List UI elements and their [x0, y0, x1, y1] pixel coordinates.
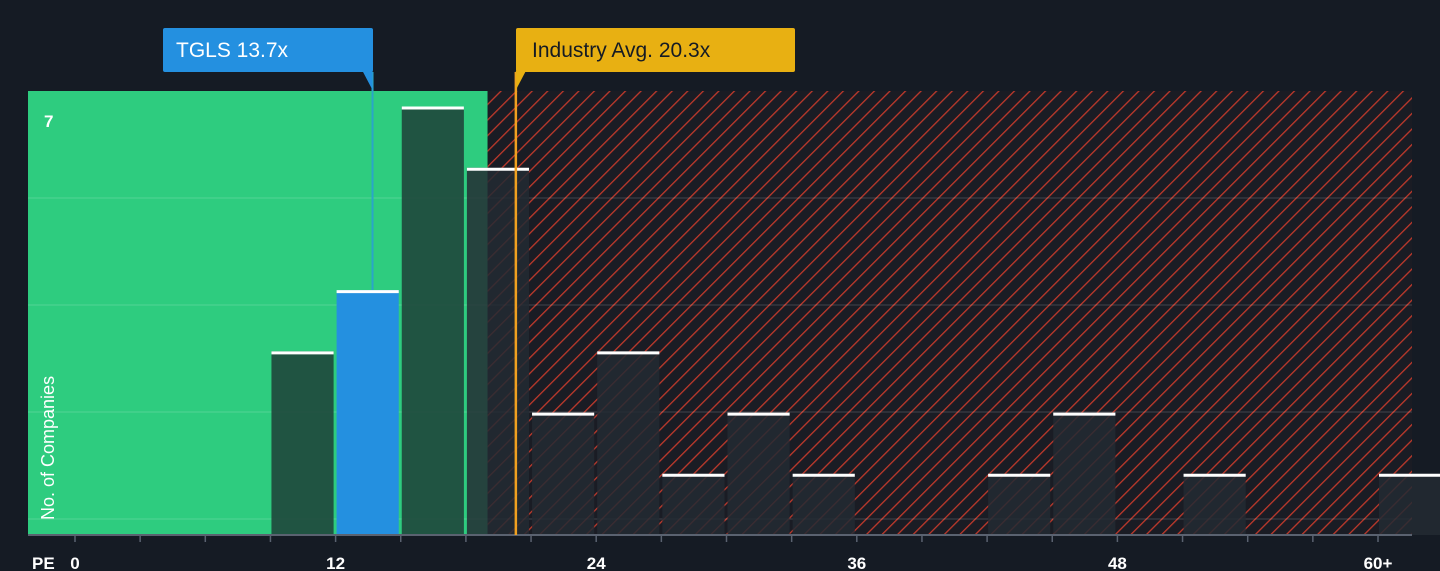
- company-label-box: [163, 28, 373, 72]
- histogram-bar: [271, 351, 334, 535]
- histogram-bar: [1379, 473, 1440, 535]
- histogram-bar: [1183, 473, 1246, 535]
- histogram-bar: [401, 106, 464, 535]
- histogram-bar: [597, 351, 660, 535]
- company-label-text: TGLS 13.7x: [176, 39, 289, 62]
- histogram-bar: [727, 412, 790, 535]
- histogram-bar: [792, 473, 855, 535]
- histogram-bar: [988, 473, 1051, 535]
- x-axis-label: PE: [32, 554, 55, 571]
- company-label-pointer: [362, 71, 373, 90]
- histogram-bar: [662, 473, 725, 535]
- industry-label-pointer: [515, 71, 526, 90]
- x-tick-label: 24: [587, 554, 606, 571]
- industry-label-text: Industry Avg. 20.3x: [532, 39, 711, 62]
- histogram-bar: [1053, 412, 1116, 535]
- histogram-bar: [466, 167, 530, 535]
- x-tick-label: 48: [1108, 554, 1127, 571]
- histogram-bar: [336, 290, 399, 535]
- x-tick-label: 60+: [1364, 554, 1393, 571]
- y-tick-label: 7: [44, 112, 53, 131]
- x-tick-label: 0: [70, 554, 79, 571]
- industry-label-box: [516, 28, 795, 72]
- y-axis-label: No. of Companies: [38, 376, 58, 520]
- histogram-bar: [532, 412, 595, 535]
- x-tick-label: 36: [847, 554, 866, 571]
- x-tick-label: 12: [326, 554, 345, 571]
